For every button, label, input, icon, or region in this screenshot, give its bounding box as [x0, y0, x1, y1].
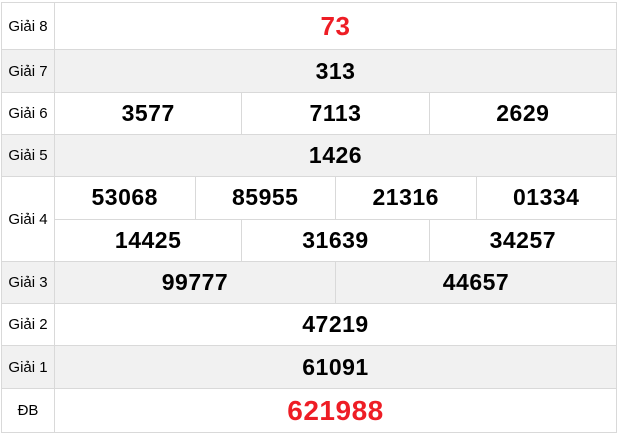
prize-7-label: Giải 7	[8, 62, 48, 80]
prize-4-number: 21316	[335, 177, 476, 219]
prize-row-3: Giải 3 99777 44657	[2, 261, 616, 303]
prize-3-number: 44657	[335, 262, 616, 303]
prize-row-6: Giải 6 3577 7113 2629	[2, 92, 616, 134]
prize-row-1: Giải 1 61091	[2, 345, 616, 388]
prize-4-number: 34257	[428, 219, 616, 261]
prize-4-number: 31639	[241, 219, 428, 261]
prize-3-label: Giải 3	[8, 274, 48, 291]
prize-2-number: 47219	[54, 304, 616, 345]
prize-3-number: 99777	[54, 262, 335, 303]
prize-4-number: 53068	[54, 177, 195, 219]
prize-db-label: ĐB	[17, 402, 39, 419]
prize-row-4: Giải 4 53068 85955 21316 01334 14425 316…	[2, 176, 616, 261]
prize-6-label: Giải 6	[8, 105, 48, 122]
prize-4-number: 14425	[54, 219, 241, 261]
prize-4-number: 01334	[475, 177, 617, 219]
prize-7-number: 313	[54, 50, 616, 92]
prize-row-db: ĐB 621988	[2, 388, 616, 432]
prize-1-number: 61091	[54, 346, 616, 388]
prize-6-number: 7113	[241, 93, 428, 134]
prize-5-number: 1426	[54, 135, 616, 176]
prize-8-label: Giải 8	[8, 17, 48, 35]
prize-6-number: 3577	[54, 93, 241, 134]
prize-1-label: Giải 1	[8, 358, 48, 376]
prize-row-7: Giải 7 313	[2, 49, 616, 92]
prize-row-5: Giải 5 1426	[2, 134, 616, 176]
prize-4-number: 85955	[194, 177, 336, 219]
prize-6-number: 2629	[428, 93, 616, 134]
prize-db-number: 621988	[54, 389, 616, 432]
prize-row-8: Giải 8 73	[2, 3, 616, 49]
prize-2-label: Giải 2	[8, 316, 48, 333]
prize-5-label: Giải 5	[8, 147, 48, 164]
prize-4-label: Giải 4	[8, 210, 48, 228]
prize-row-2: Giải 2 47219	[2, 303, 616, 345]
prize-8-number: 73	[54, 3, 616, 49]
